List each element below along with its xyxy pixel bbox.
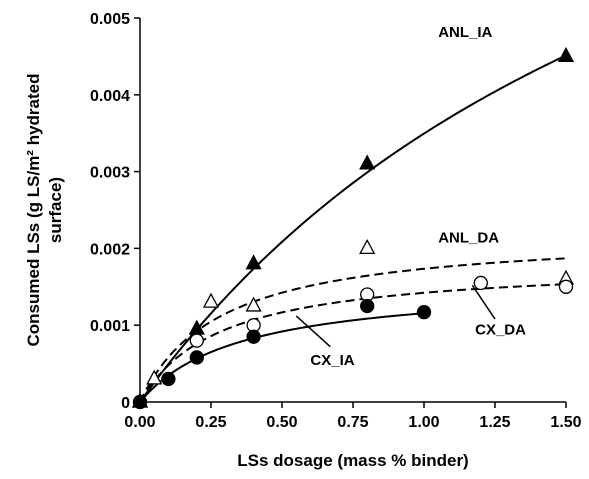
- x-ticks: 0.00 0.25 0.50 0.75 1.00 1.25 1.50: [124, 402, 582, 431]
- marker-anl-ia: [245, 254, 262, 270]
- fit-line-anl-da: [139, 257, 567, 403]
- marker-cx-da: [473, 275, 488, 291]
- marker-cx-ia: [360, 298, 375, 314]
- x-tick-label: 0.00: [124, 414, 155, 431]
- y-axis-title-line-2: surface): [46, 177, 65, 243]
- x-axis-title: LSs dosage (mass % binder): [237, 451, 468, 470]
- marker-anl-da: [202, 292, 220, 308]
- marker-cx-ia: [132, 394, 148, 410]
- y-ticks: 0 0.001 0.002 0.003 0.004 0.005: [90, 11, 140, 412]
- series-labels: ANL_IA ANL_DA CX_DA CX_IA: [295, 24, 526, 369]
- y-tick-label: 0.004: [90, 88, 130, 105]
- x-tick-label: 1.50: [550, 414, 581, 431]
- fit-lines: [139, 54, 567, 403]
- markers: [131, 46, 575, 410]
- marker-cx-da: [189, 333, 204, 348]
- series-label-anl-ia: ANL_IA: [438, 24, 492, 41]
- fit-line-cx-da: [139, 283, 567, 403]
- y-axis-title-line-1: Consumed LSs (g LS/m² hydrated: [24, 74, 43, 347]
- y-tick-label: 0.003: [90, 165, 130, 182]
- leader-line-cx-da: [471, 284, 496, 320]
- series-label-cx-ia: CX_IA: [310, 352, 354, 369]
- x-tick-label: 1.00: [408, 414, 439, 431]
- y-tick-label: 0.001: [90, 318, 130, 335]
- y-tick-label: 0: [121, 395, 130, 412]
- x-tick-label: 0.50: [266, 414, 297, 431]
- marker-anl-da: [245, 296, 262, 312]
- axes: [139, 18, 566, 403]
- y-tick-label: 0.005: [90, 11, 130, 28]
- marker-anl-ia: [557, 46, 575, 62]
- series-label-anl-da: ANL_DA: [438, 229, 499, 246]
- x-tick-label: 0.75: [337, 414, 368, 431]
- leader-line-cx-ia: [295, 315, 331, 348]
- x-tick-label: 0.25: [195, 414, 226, 431]
- series-label-cx-da: CX_DA: [475, 321, 526, 338]
- marker-cx-ia: [246, 329, 261, 344]
- marker-anl-da: [146, 369, 163, 385]
- fit-line-anl-ia: [139, 54, 567, 403]
- fit-line-cx-ia: [139, 312, 425, 403]
- marker-anl-ia: [359, 154, 376, 170]
- y-tick-label: 0.002: [90, 241, 130, 258]
- marker-cx-ia: [189, 350, 204, 365]
- x-tick-label: 1.25: [479, 414, 510, 431]
- marker-cx-ia: [161, 371, 176, 387]
- marker-cx-ia: [416, 304, 432, 320]
- marker-anl-da: [359, 238, 376, 254]
- marker-cx-da: [558, 279, 574, 294]
